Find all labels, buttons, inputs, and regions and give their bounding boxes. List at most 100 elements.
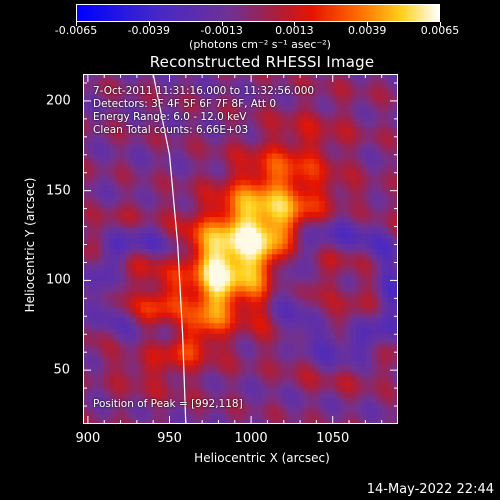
heatmap-cell: [214, 222, 221, 229]
heatmap-cell: [245, 190, 252, 197]
heatmap-cell: [140, 360, 147, 367]
heatmap-cell: [130, 249, 137, 255]
heatmap-cell: [377, 121, 383, 128]
heatmap-cell: [209, 84, 215, 91]
heatmap-cell: [387, 195, 394, 202]
heatmap-cell: [245, 286, 252, 293]
heatmap-cell: [156, 296, 163, 303]
heatmap-cell: [293, 116, 299, 123]
heatmap-cell: [83, 286, 89, 293]
heatmap-cell: [172, 365, 179, 372]
heatmap-cell: [125, 158, 131, 165]
heatmap-cell: [324, 402, 331, 409]
heatmap-cell: [114, 95, 121, 102]
heatmap-cell: [256, 121, 263, 128]
heatmap-cell: [156, 180, 163, 186]
heatmap-cell: [392, 127, 398, 133]
heatmap-cell: [345, 349, 352, 356]
heatmap-cell: [83, 79, 89, 86]
heatmap-cell: [151, 381, 158, 388]
heatmap-cell: [193, 307, 200, 314]
heatmap-cell: [104, 402, 110, 409]
heatmap-cell: [114, 312, 121, 319]
heatmap-cell: [135, 402, 142, 409]
colorbar-tick-label: 0.0039: [347, 24, 387, 37]
heatmap-cell: [256, 74, 263, 80]
heatmap-cell: [219, 89, 226, 96]
heatmap-cell: [245, 280, 252, 287]
heatmap-cell: [114, 355, 121, 361]
heatmap-cell: [319, 206, 326, 213]
heatmap-cell: [135, 227, 142, 234]
heatmap-cell: [98, 413, 105, 420]
heatmap-cell: [235, 344, 242, 351]
heatmap-cell: [392, 254, 398, 261]
heatmap-cell: [256, 317, 263, 324]
heatmap-cell: [335, 323, 341, 330]
heatmap-cell: [188, 333, 194, 340]
heatmap-cell: [98, 84, 105, 91]
heatmap-cell: [319, 413, 326, 420]
heatmap-cell: [109, 127, 116, 133]
heatmap-cell: [256, 386, 263, 393]
heatmap-cell: [235, 190, 242, 197]
heatmap-cell: [209, 111, 215, 118]
heatmap-cell: [350, 376, 357, 383]
heatmap-cell: [361, 259, 368, 266]
heatmap-cell: [151, 270, 158, 277]
heatmap-cell: [156, 376, 163, 383]
heatmap-cell: [214, 418, 221, 424]
heatmap-cell: [130, 74, 137, 80]
heatmap-cell: [324, 280, 331, 287]
heatmap-cell: [324, 127, 331, 133]
heatmap-cell: [240, 227, 247, 234]
heatmap-cell: [188, 365, 194, 372]
heatmap-cell: [235, 323, 242, 330]
heatmap-cell: [266, 418, 273, 424]
heatmap-cell: [287, 280, 294, 287]
heatmap-cell: [277, 227, 284, 234]
heatmap-cell: [156, 381, 163, 388]
heatmap-cell: [329, 370, 336, 377]
heatmap-cell: [335, 137, 341, 144]
heatmap-cell: [371, 418, 378, 424]
heatmap-cell: [125, 408, 131, 414]
heatmap-cell: [356, 270, 362, 277]
heatmap-cell: [224, 360, 231, 367]
heatmap-cell: [329, 381, 336, 388]
heatmap-cell: [277, 116, 284, 123]
heatmap-cell: [88, 111, 95, 118]
heatmap-cell: [361, 413, 368, 420]
heatmap-cell: [230, 254, 236, 261]
heatmap-cell: [88, 100, 95, 107]
heatmap-cell: [193, 217, 200, 224]
heatmap-cell: [287, 164, 294, 171]
heatmap-cell: [140, 249, 147, 255]
heatmap-cell: [261, 360, 268, 367]
heatmap-cell: [335, 89, 341, 96]
heatmap-cell: [282, 381, 289, 388]
heatmap-cell: [156, 413, 163, 420]
heatmap-cell: [182, 127, 189, 133]
heatmap-cell: [172, 137, 179, 144]
heatmap-cell: [151, 169, 158, 176]
heatmap-cell: [366, 79, 373, 86]
heatmap-cell: [266, 360, 273, 367]
heatmap-cell: [256, 243, 263, 250]
heatmap-cell: [198, 349, 205, 356]
heatmap-cell: [104, 392, 110, 399]
heatmap-cell: [83, 381, 89, 388]
heatmap-cell: [377, 328, 383, 335]
heatmap-cell: [256, 249, 263, 255]
heatmap-cell: [177, 201, 184, 208]
heatmap-cell: [219, 355, 226, 361]
heatmap-cell: [298, 79, 305, 86]
heatmap-cell: [377, 370, 383, 377]
heatmap-cell: [125, 275, 131, 282]
heatmap-cell: [282, 206, 289, 213]
heatmap-cell: [88, 217, 95, 224]
heatmap-cell: [172, 259, 179, 266]
heatmap-cell: [188, 317, 194, 324]
heatmap-cell: [387, 79, 394, 86]
heatmap-cell: [104, 164, 110, 171]
